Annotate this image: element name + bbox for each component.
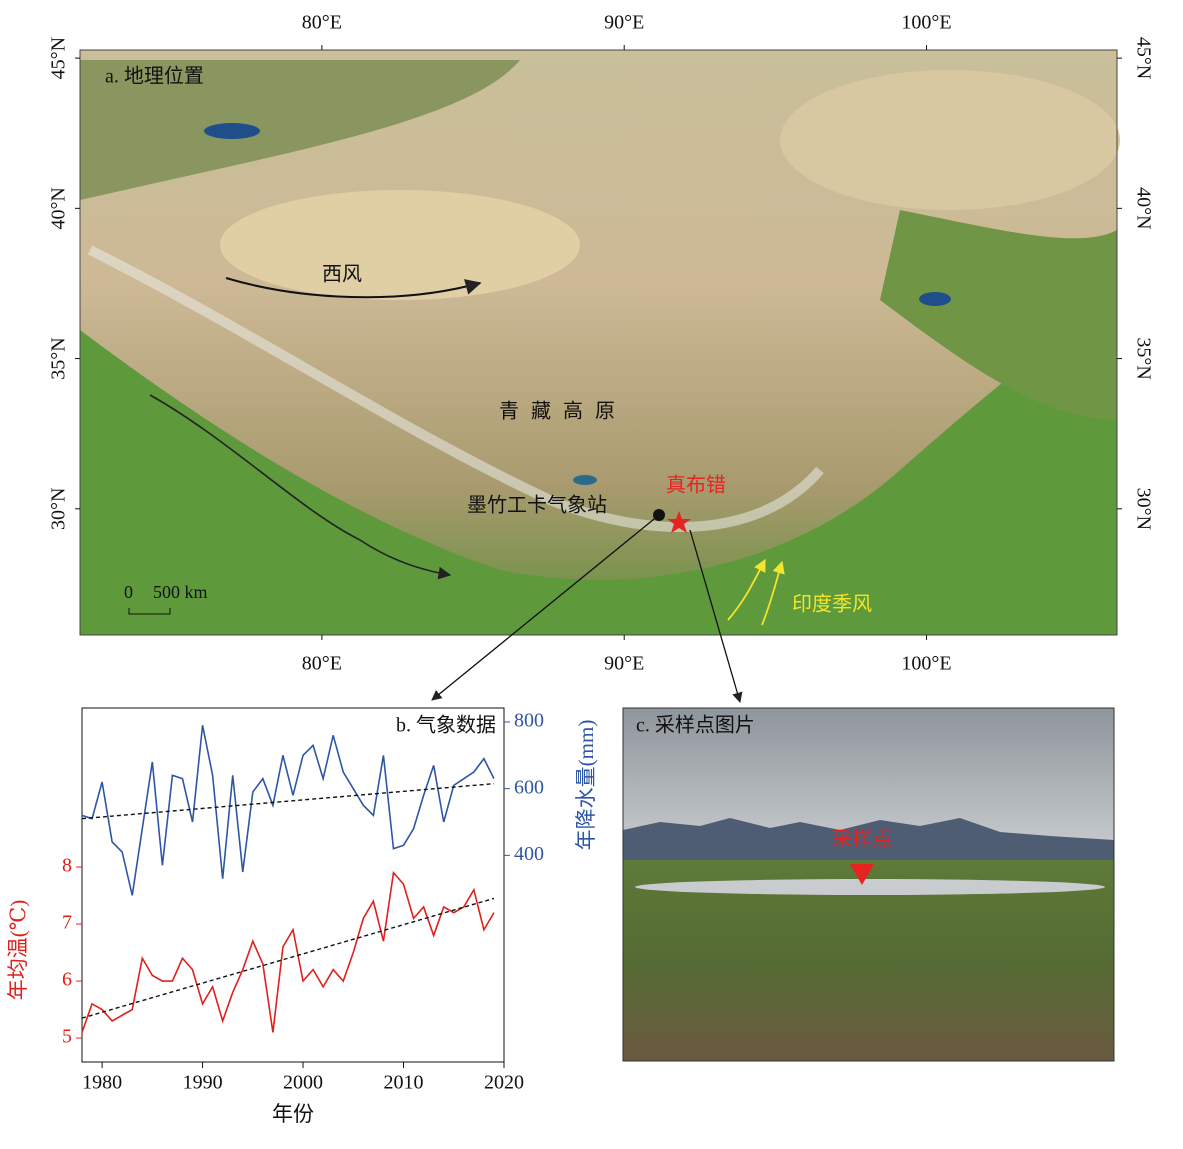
lon-tick-label: 100°E <box>901 12 951 34</box>
x-axis-label: 年份 <box>272 1102 314 1126</box>
y2-tick-label: 800 <box>514 710 544 732</box>
lake-marker <box>667 511 691 533</box>
site-label: 采样点 <box>832 828 892 851</box>
scale-zero: 0 <box>124 582 133 602</box>
lon-tick-label: 100°E <box>901 653 951 675</box>
y-axis-label: 年均温(℃) <box>6 900 30 1000</box>
chart-title: b. 气象数据 <box>396 714 496 737</box>
lake <box>919 292 951 306</box>
westerly-path <box>149 394 452 580</box>
desert <box>220 190 580 300</box>
monsoon-arrow <box>761 560 785 626</box>
monsoon-label: 印度季风 <box>792 593 872 616</box>
series-line <box>81 725 495 896</box>
photo-panel: c. 采样点图片 采样点 <box>622 707 1115 1062</box>
site-marker <box>850 864 874 885</box>
lake <box>204 123 260 139</box>
y-tick-label: 5 <box>62 1026 72 1048</box>
snow-range <box>87 245 824 532</box>
lat-tick-label: 35°N <box>48 337 70 379</box>
scale-label: 500 km <box>153 582 208 602</box>
x-tick-label: 2020 <box>484 1072 524 1094</box>
lake-label: 真布错 <box>666 474 726 497</box>
lat-tick-label: 45°N <box>48 37 70 79</box>
forest <box>880 210 1117 420</box>
lat-tick-label: 45°N <box>1132 37 1154 79</box>
y-tick-label: 7 <box>62 912 72 934</box>
map-frame <box>79 49 1118 636</box>
westerlies-arrow <box>225 277 482 299</box>
lon-tick-label: 80°E <box>302 12 342 34</box>
x-tick-label: 1990 <box>183 1072 223 1094</box>
lat-tick-label: 30°N <box>48 488 70 530</box>
x-tick-label: 2000 <box>283 1072 323 1094</box>
chart-panel: b. 气象数据 年份 年均温(℃) 年降水量(mm) 1980 1990 2000 2… <box>6 707 598 1126</box>
desert <box>780 70 1120 210</box>
map-ticks: 80°E 80°E 90°E 90°E 100°E 100°E 45°N 45°N 40°N 40… <box>48 12 1155 675</box>
lat-tick-label: 40°N <box>48 187 70 229</box>
link-arrow <box>689 529 743 703</box>
map-panel: a. 地理位置 西风 青藏高原 墨竹工卡气象站 真布错 印度季风 0 500 k… <box>48 12 1155 703</box>
panel-title: c. 采样点图片 <box>636 714 755 737</box>
mountains <box>623 818 1114 870</box>
westerlies-label: 西风 <box>322 264 362 286</box>
lon-tick-label: 80°E <box>302 653 342 675</box>
trend-line <box>81 782 495 820</box>
plot-frame <box>81 707 505 1063</box>
lat-tick-label: 30°N <box>1132 488 1154 530</box>
y2-tick-label: 400 <box>514 843 544 865</box>
lat-tick-label: 40°N <box>1132 187 1154 229</box>
lake <box>573 475 597 485</box>
station-label: 墨竹工卡气象站 <box>467 494 607 517</box>
photo-frame <box>622 707 1115 1062</box>
panel-title: a. 地理位置 <box>105 65 204 88</box>
y-tick-label: 6 <box>62 969 72 991</box>
x-tick-label: 2010 <box>384 1072 424 1094</box>
series-line <box>81 870 495 1033</box>
lon-tick-label: 90°E <box>604 12 644 34</box>
y2-axis-label: 年降水量(mm) <box>574 720 598 851</box>
lon-tick-label: 90°E <box>604 653 644 675</box>
steppe <box>80 60 520 200</box>
link-arrow <box>431 514 660 701</box>
plateau-label: 青藏高原 <box>499 400 627 423</box>
trend-line <box>81 897 495 1019</box>
lake <box>635 879 1105 895</box>
x-tick-label: 1980 <box>82 1072 122 1094</box>
y2-tick-label: 600 <box>514 776 544 798</box>
y-tick-label: 8 <box>62 855 72 877</box>
monsoon-arrow <box>727 558 766 621</box>
lat-tick-label: 35°N <box>1132 337 1154 379</box>
scale-bar <box>128 608 171 615</box>
lowland <box>80 300 1117 635</box>
